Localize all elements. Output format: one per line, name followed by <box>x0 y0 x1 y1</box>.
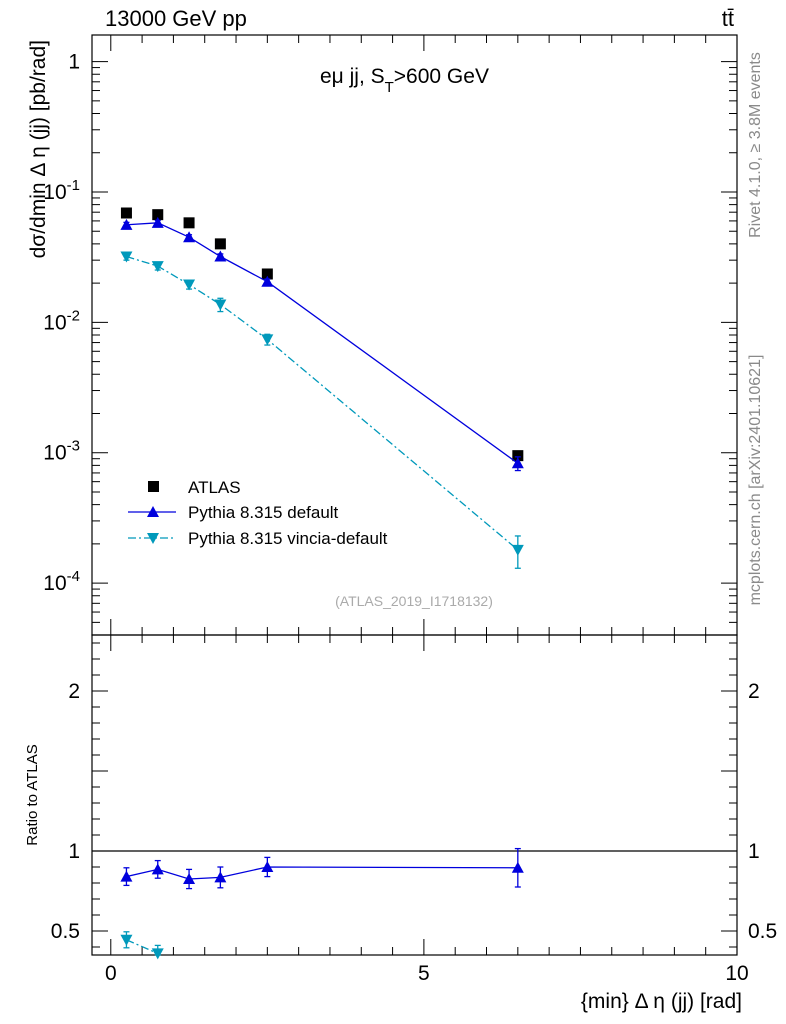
data-point-atlas <box>152 209 164 221</box>
legend-marker-vincia <box>147 533 159 544</box>
y-tick-label: 10-1 <box>43 177 80 204</box>
ratio-y-tick-label: 1 <box>68 840 80 863</box>
x-tick-label: 5 <box>418 962 430 985</box>
ratio-panel-frame <box>91 634 738 956</box>
main-y-axis-label: dσ/dmin Δ η (jj) [pb/rad] <box>27 40 50 258</box>
y-tick-label: 10-3 <box>43 438 80 465</box>
data-point-default <box>261 275 274 287</box>
legend-label-atlas: ATLAS <box>188 478 241 497</box>
legend-label-default: Pythia 8.315 default <box>188 503 339 522</box>
x-axis-label: {min} Δ η (jj) [rad] <box>581 990 742 1013</box>
selection-label: eμ jj, ST>600 GeV <box>320 65 489 96</box>
data-point-default <box>214 250 227 262</box>
ratio-point-vincia <box>120 934 133 946</box>
selection-label-tail: >600 GeV <box>394 65 489 88</box>
legend: ATLAS Pythia 8.315 default Pythia 8.315 … <box>128 478 388 548</box>
ratio-y-tick-label: 2 <box>68 680 80 703</box>
main-series-group <box>120 207 524 569</box>
main-y-tick-labels: 10-4 10-3 10-2 10-1 1 <box>43 51 80 596</box>
data-point-vincia <box>183 279 196 291</box>
ratio-line-vincia <box>126 939 159 954</box>
ratio-point-default <box>120 870 133 882</box>
ratio-y-tick-label: 0.5 <box>51 920 80 943</box>
ratio-point-vincia <box>151 948 164 960</box>
main-ticks <box>92 35 738 636</box>
mcplots-note: mcplots.cern.ch [arXiv:2401.10621] <box>747 355 764 606</box>
ratio-line-default <box>126 866 518 880</box>
y-tick-label: 1 <box>68 51 80 74</box>
legend-marker-default <box>147 506 159 517</box>
data-point-vincia <box>214 299 227 311</box>
x-tick-label: 10 <box>725 962 748 985</box>
ratio-point-default <box>183 873 196 884</box>
data-point-atlas <box>512 450 524 462</box>
selection-label-main: eμ jj, S <box>320 65 385 88</box>
legend-label-vincia: Pythia 8.315 vincia-default <box>188 529 388 548</box>
legend-marker-atlas <box>148 481 159 492</box>
data-point-default <box>151 216 164 228</box>
ratio-y-axis-label: Ratio to ATLAS <box>24 744 41 845</box>
y-tick-label: 10-4 <box>43 568 80 595</box>
analysis-id-label: (ATLAS_2019_I1718132) <box>335 593 493 609</box>
data-point-atlas <box>214 238 226 250</box>
data-point-vincia <box>151 261 164 273</box>
series-line-vincia <box>126 255 519 551</box>
ratio-ticks <box>92 635 738 955</box>
data-point-vincia <box>120 251 133 263</box>
data-point-vincia <box>511 544 524 556</box>
x-tick-label: 0 <box>105 962 117 985</box>
ratio-point-default <box>214 871 227 883</box>
ratio-series-group <box>120 847 524 960</box>
rivet-note: Rivet 4.1.0, ≥ 3.8M events <box>747 52 764 238</box>
ratio-y-tick-label-right: 2 <box>748 680 760 703</box>
ratio-y-tick-label-right: 0.5 <box>748 920 777 943</box>
ratio-point-default <box>261 861 274 872</box>
energy-label: 13000 GeV pp <box>105 6 247 31</box>
data-point-default <box>183 231 196 243</box>
selection-label-sub: T <box>385 79 394 96</box>
process-label: tt̄ <box>722 6 734 31</box>
data-point-atlas <box>261 268 273 280</box>
ratio-tick-labels: 0.5 0.5 1 1 2 2 0 5 10 <box>51 680 777 985</box>
data-point-vincia <box>261 334 274 346</box>
data-point-default <box>511 457 524 469</box>
data-point-atlas <box>120 207 132 219</box>
ratio-point-default <box>151 863 164 875</box>
data-point-atlas <box>183 217 195 229</box>
y-tick-label: 10-2 <box>43 307 80 334</box>
ratio-y-tick-label-right: 1 <box>748 840 760 863</box>
data-point-default <box>120 218 133 230</box>
series-line-default <box>126 222 519 464</box>
ratio-point-default <box>511 861 524 873</box>
